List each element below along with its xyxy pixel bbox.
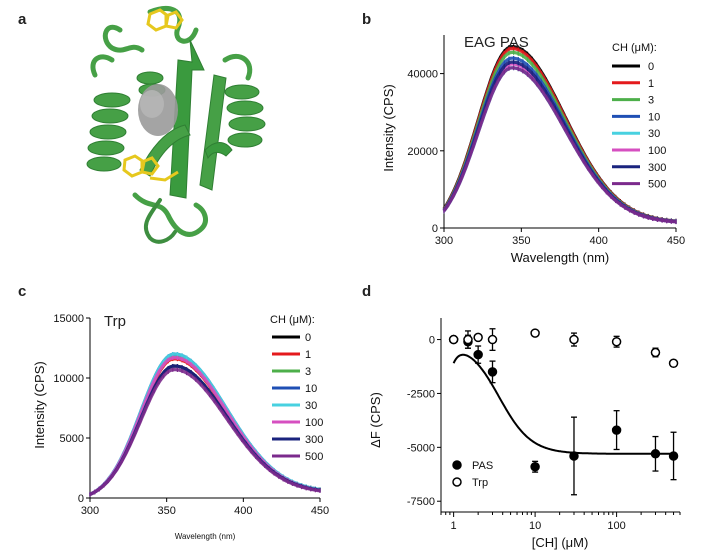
series-line-30 — [442, 66, 677, 224]
y-tick-label: -5000 — [407, 442, 435, 454]
y-tick-label: 0 — [78, 493, 84, 505]
series-line-10 — [442, 56, 677, 223]
series-line-100 — [442, 62, 677, 224]
chart-d: 1 10 100 0 -2500 -5000 -7500 [CH] (μM) ΔF (CPS… — [368, 318, 681, 550]
legend-label-0: 0 — [648, 61, 654, 73]
data-point-Trp — [668, 358, 679, 369]
x-tick-label: 450 — [311, 505, 329, 517]
x-tick-label: 10 — [529, 520, 541, 532]
legend-label-PAS: PAS — [472, 460, 493, 472]
x-tick-label: 400 — [234, 505, 252, 517]
data-point-PAS — [650, 435, 661, 472]
data-point-PAS — [473, 345, 483, 364]
data-point-PAS — [487, 360, 498, 384]
legend-label-300: 300 — [305, 434, 323, 446]
y-tick-label: 15000 — [53, 313, 84, 325]
data-point-PAS — [569, 416, 579, 496]
legend-label-Trp: Trp — [472, 477, 488, 489]
chart-d-x-label: [CH] (μM) — [532, 535, 589, 550]
panel-label-b: b — [362, 11, 371, 28]
chart-b-legend-title: CH (μM): — [612, 42, 657, 54]
legend-label-1: 1 — [648, 78, 654, 90]
data-point-Trp — [487, 328, 498, 351]
legend-label-3: 3 — [305, 366, 311, 378]
legend-marker-PAS — [452, 460, 462, 470]
series-error-bars-30 — [443, 65, 677, 224]
panel-label-a: a — [18, 11, 27, 28]
y-tick-label: -2500 — [407, 388, 435, 400]
data-point-Trp — [473, 332, 483, 343]
x-tick-label: 350 — [157, 505, 175, 517]
legend-label-1: 1 — [305, 349, 311, 361]
ligand-surface — [138, 84, 178, 136]
legend-label-100: 100 — [648, 145, 666, 157]
legend-label-500: 500 — [305, 451, 323, 463]
series-error-bars-10 — [443, 55, 677, 224]
y-tick-label: -7500 — [407, 496, 435, 508]
series-error-bars-500 — [89, 367, 321, 497]
data-point-Trp — [530, 328, 540, 338]
x-tick-label: 300 — [81, 505, 99, 517]
x-tick-label: 350 — [512, 235, 530, 247]
x-tick-label: 100 — [607, 520, 625, 532]
legend-label-3: 3 — [648, 95, 654, 107]
x-tick-label: 300 — [435, 235, 453, 247]
legend-label-500: 500 — [648, 179, 666, 191]
data-point-Trp — [448, 334, 459, 345]
series-error-bars-100 — [443, 61, 677, 224]
y-tick-label: 0 — [432, 223, 438, 235]
y-tick-label: 20000 — [407, 146, 438, 158]
series-error-bars-300 — [443, 59, 677, 224]
data-point-Trp — [611, 335, 622, 348]
x-tick-label: 1 — [451, 520, 457, 532]
legend-label-0: 0 — [305, 332, 311, 344]
data-point-PAS — [668, 431, 679, 481]
legend-label-100: 100 — [305, 417, 323, 429]
y-tick-label: 40000 — [407, 69, 438, 81]
tryptophan-side-chain — [122, 8, 184, 182]
series-line-500 — [442, 66, 677, 224]
series-error-bars-3 — [443, 50, 677, 224]
data-point-Trp — [463, 330, 473, 349]
legend-label-10: 10 — [648, 111, 660, 123]
y-tick-label: 0 — [429, 335, 435, 347]
chart-c-y-label: Intensity (CPS) — [32, 361, 47, 448]
y-tick-label: 5000 — [60, 433, 84, 445]
panel-label-d: d — [362, 283, 371, 300]
data-point-PAS — [530, 460, 540, 473]
series-error-bars-500 — [443, 65, 677, 225]
chart-c-legend-title: CH (μM): — [270, 314, 315, 326]
data-point-Trp — [569, 332, 579, 347]
chart-b-x-label: Wavelength (nm) — [511, 250, 610, 265]
legend-label-30: 30 — [305, 400, 317, 412]
chart-d-y-label: ΔF (CPS) — [368, 392, 383, 448]
x-tick-label: 400 — [589, 235, 607, 247]
series-line-3 — [442, 50, 677, 223]
chart-b-y-label: Intensity (CPS) — [381, 84, 396, 171]
x-tick-label: 450 — [667, 235, 685, 247]
data-point-PAS — [611, 410, 622, 451]
y-tick-label: 10000 — [53, 373, 84, 385]
protein-structure-image — [86, 6, 266, 244]
chart-b-title: EAG PAS — [464, 34, 529, 51]
panel-label-c: c — [18, 283, 26, 300]
legend-label-300: 300 — [648, 162, 666, 174]
legend-label-10: 10 — [305, 383, 317, 395]
data-point-Trp — [650, 347, 661, 358]
fit-curve — [452, 353, 674, 455]
legend-marker-Trp — [452, 477, 462, 487]
chart-c-title: Trp — [104, 313, 126, 330]
chart-c-x-label: Wavelength (nm) — [175, 532, 236, 541]
legend-label-30: 30 — [648, 128, 660, 140]
series-line-300 — [442, 60, 677, 224]
